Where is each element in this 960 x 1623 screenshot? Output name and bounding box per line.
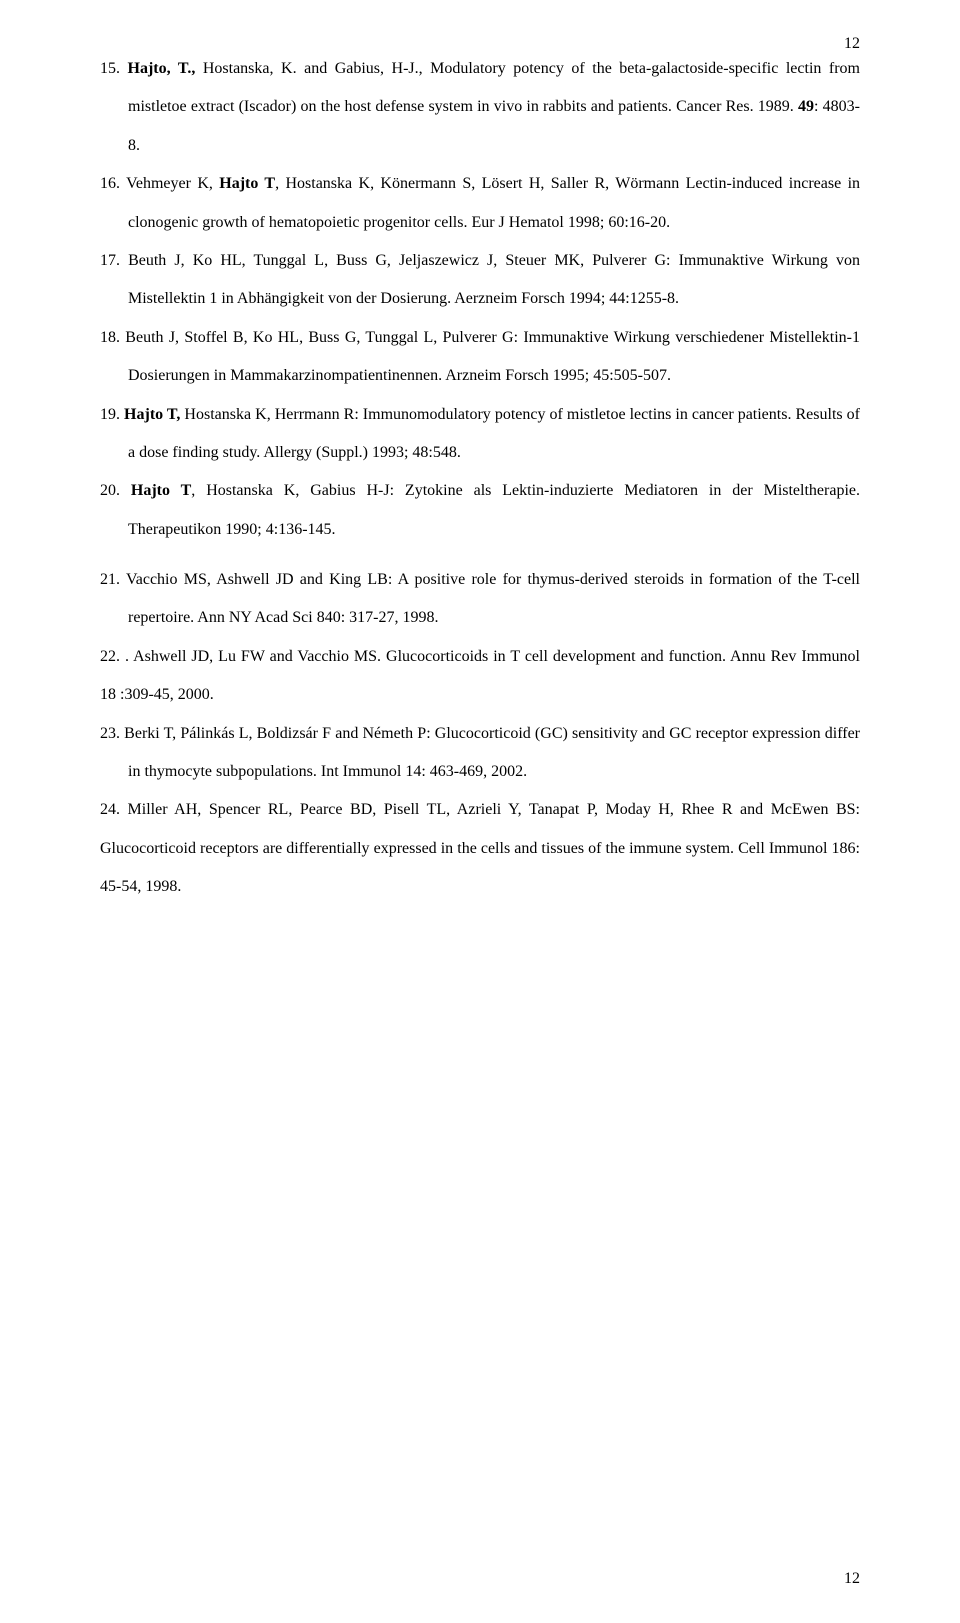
ref-19-text: Hostanska K, Herrmann R: Immunomodulator… bbox=[128, 406, 860, 461]
ref-23-text: 23. Berki T, Pálinkás L, Boldizsár F and… bbox=[100, 725, 860, 780]
reference-19: 19. Hajto T, Hostanska K, Herrmann R: Im… bbox=[100, 396, 860, 473]
reference-22: 22. . Ashwell JD, Lu FW and Vacchio MS. … bbox=[100, 638, 860, 715]
ref-16-author-bold: Hajto T bbox=[219, 175, 275, 192]
ref-24-text: 24. Miller AH, Spencer RL, Pearce BD, Pi… bbox=[100, 801, 860, 895]
reference-15: 15. Hajto, T., Hostanska, K. and Gabius,… bbox=[100, 50, 860, 165]
ref-15-vol: 49 bbox=[798, 98, 814, 115]
reference-21: 21. Vacchio MS, Ashwell JD and King LB: … bbox=[100, 561, 860, 638]
references-content: 15. Hajto, T., Hostanska, K. and Gabius,… bbox=[100, 50, 860, 907]
ref-20-text: , Hostanska K, Gabius H-J: Zytokine als … bbox=[128, 482, 860, 537]
reference-24: 24. Miller AH, Spencer RL, Pearce BD, Pi… bbox=[100, 791, 860, 906]
reference-17: 17. Beuth J, Ko HL, Tunggal L, Buss G, J… bbox=[100, 242, 860, 319]
page-number-bottom: 12 bbox=[844, 1570, 860, 1588]
ref-15-text: Hostanska, K. and Gabius, H-J., Modulato… bbox=[128, 60, 860, 115]
ref-19-author-bold: Hajto T, bbox=[124, 406, 180, 423]
reference-18: 18. Beuth J, Stoffel B, Ko HL, Buss G, T… bbox=[100, 319, 860, 396]
ref-15-author-bold: Hajto, T., bbox=[128, 60, 203, 77]
ref-16-prefix: 16. Vehmeyer K, bbox=[100, 175, 219, 192]
reference-20: 20. Hajto T, Hostanska K, Gabius H-J: Zy… bbox=[100, 472, 860, 549]
reference-16: 16. Vehmeyer K, Hajto T, Hostanska K, Kö… bbox=[100, 165, 860, 242]
ref-22-text: 22. . Ashwell JD, Lu FW and Vacchio MS. … bbox=[100, 648, 860, 703]
ref-20-num: 20. bbox=[100, 482, 131, 499]
reference-23: 23. Berki T, Pálinkás L, Boldizsár F and… bbox=[100, 715, 860, 792]
page-number-top: 12 bbox=[844, 35, 860, 53]
ref-15-num: 15. bbox=[100, 60, 128, 77]
ref-20-author-bold: Hajto T bbox=[131, 482, 191, 499]
ref-18-text: 18. Beuth J, Stoffel B, Ko HL, Buss G, T… bbox=[100, 329, 860, 384]
ref-19-num: 19. bbox=[100, 406, 124, 423]
spacing-gap bbox=[100, 549, 860, 561]
ref-21-text: 21. Vacchio MS, Ashwell JD and King LB: … bbox=[100, 571, 860, 626]
ref-17-text: 17. Beuth J, Ko HL, Tunggal L, Buss G, J… bbox=[100, 252, 860, 307]
